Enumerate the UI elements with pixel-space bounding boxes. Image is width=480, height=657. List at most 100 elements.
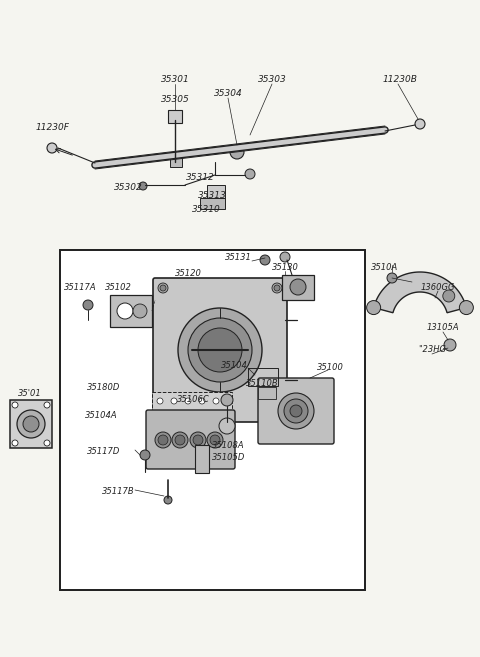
Circle shape <box>178 308 262 392</box>
Circle shape <box>459 300 473 315</box>
Bar <box>195 445 209 473</box>
Circle shape <box>158 407 168 417</box>
Circle shape <box>157 398 163 404</box>
Circle shape <box>278 393 314 429</box>
Circle shape <box>290 279 306 295</box>
Circle shape <box>198 328 242 372</box>
Circle shape <box>155 432 171 448</box>
Text: 35180D: 35180D <box>86 384 120 392</box>
Text: 35304: 35304 <box>214 89 242 99</box>
Circle shape <box>272 283 282 293</box>
Text: 35117A: 35117A <box>64 284 96 292</box>
Circle shape <box>175 435 185 445</box>
Text: 35310: 35310 <box>192 206 220 214</box>
Circle shape <box>12 440 18 446</box>
FancyBboxPatch shape <box>258 378 334 444</box>
Circle shape <box>367 300 381 315</box>
Circle shape <box>185 398 191 404</box>
Bar <box>110 295 152 327</box>
Circle shape <box>415 119 425 129</box>
Circle shape <box>164 496 172 504</box>
Circle shape <box>221 394 233 406</box>
Circle shape <box>290 405 302 417</box>
Circle shape <box>284 399 308 423</box>
Bar <box>10 400 52 448</box>
Text: 35302: 35302 <box>114 183 143 193</box>
Text: 35110B: 35110B <box>246 378 278 388</box>
Text: 35104: 35104 <box>221 361 248 369</box>
FancyBboxPatch shape <box>153 278 287 422</box>
Bar <box>170 152 182 167</box>
Text: 35301: 35301 <box>161 76 190 85</box>
Circle shape <box>272 407 282 417</box>
Circle shape <box>44 440 50 446</box>
Circle shape <box>140 450 150 460</box>
Text: 35100: 35100 <box>317 363 343 371</box>
Text: 11230F: 11230F <box>35 124 69 133</box>
Circle shape <box>158 435 168 445</box>
Circle shape <box>133 304 147 318</box>
Text: 35313: 35313 <box>198 191 227 200</box>
Text: 11230B: 11230B <box>383 76 418 85</box>
Circle shape <box>274 409 280 415</box>
Circle shape <box>280 252 290 262</box>
Text: 35312: 35312 <box>186 173 215 181</box>
Circle shape <box>193 435 203 445</box>
Circle shape <box>17 410 45 438</box>
Circle shape <box>210 435 220 445</box>
Circle shape <box>190 432 206 448</box>
Circle shape <box>188 318 252 382</box>
Polygon shape <box>373 272 467 313</box>
Circle shape <box>213 398 219 404</box>
Circle shape <box>117 303 133 319</box>
Text: 35104A: 35104A <box>85 411 118 420</box>
Bar <box>282 275 314 300</box>
Circle shape <box>444 339 456 351</box>
Circle shape <box>245 169 255 179</box>
Bar <box>60 250 365 590</box>
FancyBboxPatch shape <box>146 410 235 469</box>
Text: 35'01: 35'01 <box>18 388 42 397</box>
Text: 3510A: 3510A <box>372 263 398 273</box>
Text: 35117D: 35117D <box>86 447 120 457</box>
Circle shape <box>12 402 18 408</box>
Bar <box>152 392 232 410</box>
Bar <box>248 368 278 386</box>
Circle shape <box>23 416 39 432</box>
Bar <box>168 110 182 123</box>
Circle shape <box>83 300 93 310</box>
Text: 35303: 35303 <box>258 76 287 85</box>
Text: ''23HG: ''23HG <box>418 346 446 355</box>
Text: 35131: 35131 <box>225 254 252 263</box>
Circle shape <box>158 283 168 293</box>
Text: 35305: 35305 <box>161 95 190 104</box>
Circle shape <box>139 182 147 190</box>
Text: 35105D: 35105D <box>212 453 245 461</box>
Text: 35108A: 35108A <box>212 440 245 449</box>
Circle shape <box>172 432 188 448</box>
Bar <box>60 250 365 590</box>
Bar <box>207 185 225 198</box>
Circle shape <box>274 285 280 291</box>
Bar <box>258 387 276 399</box>
Circle shape <box>160 285 166 291</box>
Circle shape <box>443 290 455 302</box>
Text: 35130: 35130 <box>272 263 299 273</box>
Circle shape <box>230 145 244 159</box>
Circle shape <box>207 432 223 448</box>
Circle shape <box>171 398 177 404</box>
Text: 13105A: 13105A <box>427 323 459 332</box>
Text: 35117B: 35117B <box>102 487 135 497</box>
Circle shape <box>387 273 397 283</box>
Circle shape <box>44 402 50 408</box>
Circle shape <box>219 418 235 434</box>
Circle shape <box>47 143 57 153</box>
Text: 35102: 35102 <box>105 284 132 292</box>
Circle shape <box>160 409 166 415</box>
Bar <box>200 198 225 209</box>
Text: 35120: 35120 <box>175 269 202 277</box>
Circle shape <box>199 398 205 404</box>
Text: 1360GG: 1360GG <box>421 283 455 292</box>
Circle shape <box>260 255 270 265</box>
Text: 35106C: 35106C <box>177 396 210 405</box>
